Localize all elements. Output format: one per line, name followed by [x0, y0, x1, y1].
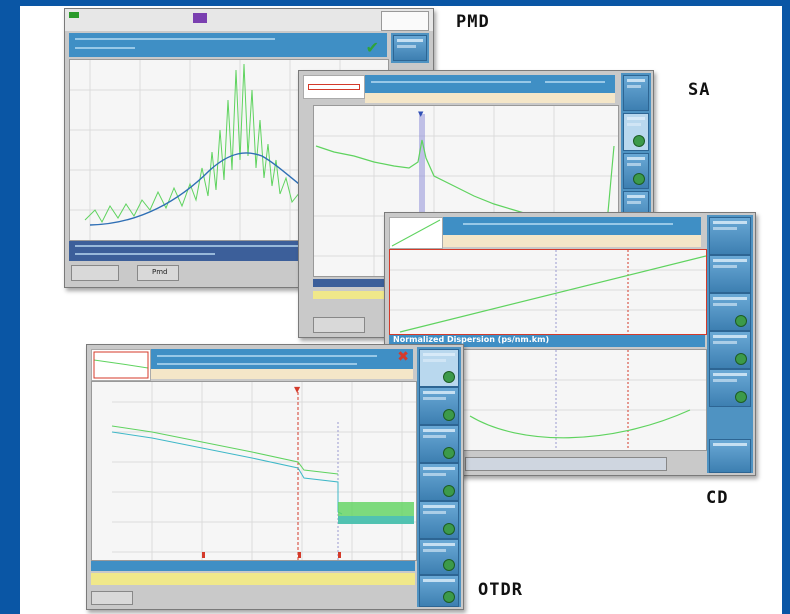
cd-delay-plot[interactable] [389, 249, 707, 335]
cd-side-menu [707, 215, 753, 473]
otdr-set-event-button[interactable] [419, 539, 459, 575]
right-border-frame [782, 0, 790, 614]
otdr-cursor-button[interactable] [419, 425, 459, 463]
clock-display [381, 11, 429, 31]
otdr-full-scale-button[interactable] [419, 501, 459, 539]
otdr-overview-thumbnail[interactable] [91, 349, 151, 381]
pmd-header-panel: ✔ [69, 33, 387, 57]
cd-screen: Normalized Dispersion (ps/nm.km) [384, 212, 756, 476]
pmd-side-menu [391, 33, 429, 63]
cd-bottom-tabs[interactable] [465, 457, 667, 471]
sa-spectrum-profile-button[interactable] [623, 75, 649, 111]
otdr-advanced-button[interactable] [419, 575, 459, 607]
battery-icon [69, 12, 79, 18]
cd-exit-button[interactable] [709, 439, 751, 473]
otdr-plot-area[interactable]: ▼ [91, 381, 417, 561]
otdr-side-menu [417, 347, 461, 607]
top-border-frame [0, 0, 790, 6]
tab-osa[interactable] [71, 265, 119, 281]
check-icon: ✔ [365, 38, 379, 57]
cd-dispersion-title-bar: Normalized Dispersion (ps/nm.km) [389, 335, 705, 347]
cd-wavelength-button[interactable] [709, 369, 751, 407]
cd-overview-thumbnail[interactable] [389, 217, 443, 249]
svg-text:▼: ▼ [294, 385, 301, 394]
cd-dispersion-title: Normalized Dispersion (ps/nm.km) [393, 335, 550, 344]
otdr-single-table-button[interactable] [419, 463, 459, 501]
left-border-frame [0, 0, 20, 614]
sa-status-bar [313, 279, 413, 287]
cd-delay-chart [390, 250, 706, 334]
otdr-event-table-header [91, 561, 415, 571]
label-sa: SA [688, 80, 711, 100]
cd-cursor-button[interactable] [709, 331, 751, 369]
pmd-title-bar [65, 9, 433, 31]
otdr-screen: ✖ ▼ [86, 344, 464, 610]
label-cd: CD [706, 488, 729, 508]
svg-text:▼: ▼ [418, 110, 424, 118]
cd-delay-button[interactable] [709, 217, 751, 255]
otdr-header-panel: ✖ [151, 349, 413, 379]
pmd-screen: ✔ Pmd [64, 8, 434, 288]
sa-zone-button[interactable] [623, 113, 649, 151]
cd-header-panel [443, 217, 701, 247]
sa-bottom-tab[interactable] [313, 317, 365, 333]
sa-header-panel [365, 75, 615, 103]
cd-second-order-slope-button[interactable] [709, 255, 751, 293]
sa-overview-thumbnail[interactable] [303, 75, 365, 99]
tab-pmd[interactable]: Pmd [137, 265, 179, 281]
pmd-side-button[interactable] [393, 35, 427, 61]
label-pmd: PMD [456, 12, 490, 32]
otdr-scale-button[interactable] [419, 387, 459, 425]
otdr-event-table-row[interactable] [91, 573, 415, 585]
tab-pmd-label: Pmd [152, 268, 168, 276]
tab-otdr[interactable] [91, 591, 133, 605]
close-icon[interactable]: ✖ [397, 349, 409, 365]
sa-cursor-button[interactable] [623, 153, 649, 189]
otdr-trace-event-button[interactable] [419, 349, 459, 387]
logo-icon [193, 13, 207, 23]
otdr-trace-chart: ▼ [111, 382, 416, 560]
cd-trace-graph-button[interactable] [709, 293, 751, 331]
label-otdr: OTDR [478, 580, 523, 600]
sa-highlight-bar [313, 291, 413, 299]
